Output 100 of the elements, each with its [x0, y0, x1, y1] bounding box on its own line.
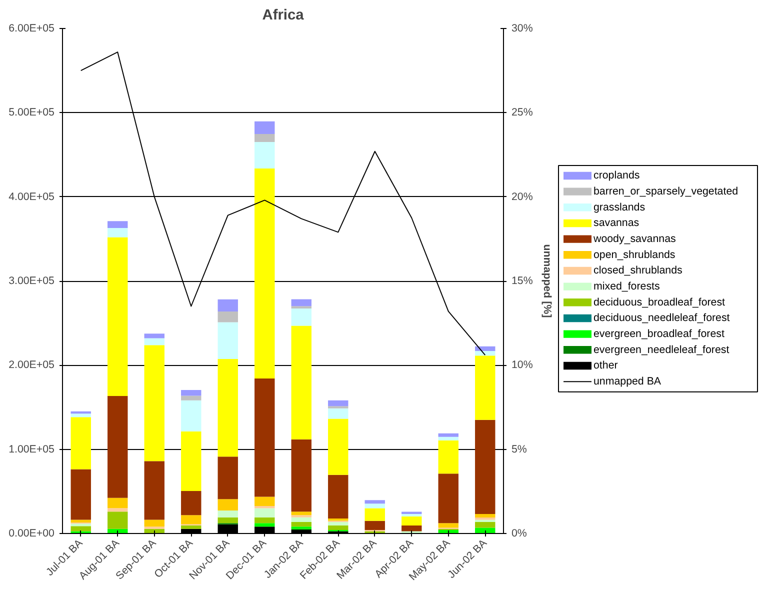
bar	[144, 338, 164, 346]
bar	[475, 522, 496, 528]
legend-label: unmapped BA	[594, 376, 662, 388]
bar	[254, 134, 275, 142]
bar	[254, 496, 275, 506]
bar	[108, 228, 128, 238]
y2-tick-label: 30%	[512, 22, 534, 34]
bar	[328, 522, 348, 526]
bar	[254, 506, 275, 508]
bar	[291, 299, 312, 306]
legend-label: deciduous_needleleaf_forest	[594, 312, 730, 324]
bar	[181, 390, 202, 396]
legend-label: evergreen_needleleaf_forest	[594, 344, 730, 356]
bar	[108, 221, 128, 228]
bar	[108, 237, 128, 396]
bar	[181, 396, 202, 400]
bar	[438, 474, 458, 524]
bar	[70, 520, 91, 522]
bar	[108, 512, 128, 529]
bar	[475, 356, 496, 420]
bar	[181, 490, 202, 516]
bar	[144, 345, 164, 462]
bar	[254, 508, 275, 518]
bar	[475, 346, 496, 351]
bar	[328, 525, 348, 530]
y2-tick-label: 10%	[512, 359, 534, 372]
bar	[254, 523, 275, 527]
y2-tick-label: 5%	[512, 443, 528, 456]
legend-label: evergreen_broadleaf_forest	[594, 328, 724, 340]
legend-label: barren_or_sparsely_vegetated	[594, 186, 738, 198]
y2-tick-label: 25%	[512, 106, 534, 119]
bar	[254, 168, 275, 379]
bar	[254, 378, 275, 497]
y-tick-label: 4.00E+05	[8, 190, 55, 203]
bar	[438, 440, 458, 474]
legend-label: open_shrublands	[594, 248, 676, 261]
bar	[438, 433, 458, 437]
legend-label: grasslands	[594, 201, 646, 214]
bar	[291, 522, 312, 527]
legend-label: deciduous_broadleaf_forest	[594, 296, 726, 308]
bar	[70, 526, 91, 532]
bar	[328, 418, 348, 475]
bar	[181, 431, 202, 491]
bar	[181, 525, 202, 529]
bar	[254, 142, 275, 168]
bar	[364, 520, 385, 530]
bar	[70, 414, 91, 418]
bar	[218, 510, 238, 518]
bar	[181, 515, 202, 524]
bar	[475, 350, 496, 356]
bar	[70, 524, 91, 526]
bar	[291, 439, 312, 512]
y-tick-label: 0.00E+00	[8, 528, 55, 540]
bar	[218, 456, 238, 500]
bar	[254, 121, 275, 134]
bar	[475, 420, 496, 514]
bar	[364, 500, 385, 504]
bar	[438, 436, 458, 440]
bar	[218, 358, 238, 457]
legend-label: other	[594, 360, 618, 372]
y2-tick-label: 15%	[512, 275, 534, 287]
bar	[291, 308, 312, 326]
bar	[291, 517, 312, 522]
bar	[218, 517, 238, 524]
bar	[70, 417, 91, 470]
bar	[181, 400, 202, 432]
bar	[291, 326, 312, 440]
legend-label: closed_shrublands	[594, 264, 682, 277]
bar	[218, 299, 238, 312]
bar	[364, 508, 385, 521]
bar	[218, 322, 238, 359]
bar	[291, 512, 312, 516]
y-tick-label: 1.00E+05	[8, 443, 55, 456]
bar	[218, 312, 238, 322]
legend-label: mixed_forests	[594, 280, 660, 293]
bar	[144, 520, 164, 527]
y-tick-label: 6.00E+05	[8, 22, 55, 34]
bar	[328, 474, 348, 519]
y-tick-label: 3.00E+05	[8, 275, 55, 287]
bar	[70, 469, 91, 520]
bar	[364, 504, 385, 508]
bar	[108, 396, 128, 498]
bar	[108, 508, 128, 512]
bar	[218, 499, 238, 511]
y2-axis-title: unmapped [%]	[540, 244, 553, 318]
y2-tick-label: 0%	[512, 528, 528, 540]
bar	[475, 514, 496, 518]
bar	[108, 498, 128, 508]
bar	[328, 400, 348, 406]
y2-tick-label: 20%	[512, 190, 534, 203]
bar	[402, 526, 422, 532]
legend-label: woody_savannas	[592, 233, 676, 246]
legend-label: croplands	[594, 170, 640, 182]
y-tick-label: 2.00E+05	[8, 359, 55, 372]
bar	[438, 523, 458, 528]
chart-title: Africa	[262, 8, 305, 24]
bar	[254, 517, 275, 524]
y-tick-label: 5.00E+05	[8, 106, 55, 119]
legend-label: savannas	[594, 217, 640, 230]
bar	[402, 516, 422, 526]
